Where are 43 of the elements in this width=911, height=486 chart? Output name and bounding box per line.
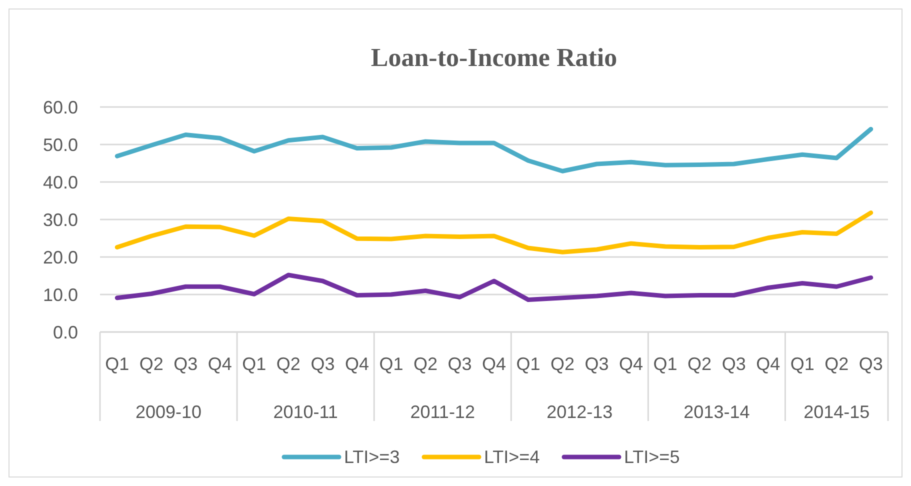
x-tick-label: Q1 [653,354,678,374]
y-tick-label: 40.0 [42,172,78,192]
x-tick-label: Q2 [413,354,438,374]
line-series [114,210,874,254]
x-tick-label: Q3 [722,354,746,374]
x-tick-label: Q3 [174,354,198,374]
x-tick-label: Q1 [379,354,404,374]
x-tick-label: Q3 [584,354,609,374]
y-tick-label: 30.0 [42,210,78,230]
x-tick-label: Q1 [105,354,130,374]
x-tick-label: Q2 [688,354,712,374]
text: 2009-10 [135,402,202,422]
y-tick-label: 50.0 [42,134,78,155]
x-tick-label: Q3 [858,354,883,374]
line-series [114,126,874,174]
x-tick-label: Q2 [139,354,164,374]
x-tick-label: Q1 [242,354,266,374]
x-tick-label: Q2 [824,354,849,374]
x-tick-label: Q4 [619,354,644,374]
y-tick-label: 20.0 [42,247,78,268]
legend-label: LTI>=4 [484,447,540,467]
x-tick-label: Q4 [756,354,780,374]
x-tick-label: Q1 [790,354,814,374]
x-tick-label: Q2 [276,354,300,374]
x-tick-label: Q4 [482,354,506,374]
text: 2011-12 [410,402,475,422]
x-tick-label: Q3 [448,354,472,374]
chart-title: Loan-to-Income Ratio [370,43,618,72]
y-tick-label: 0.0 [52,322,78,342]
text: 2014-15 [804,402,870,422]
x-tick-label: Q3 [310,354,335,374]
x-tick-label: Q4 [208,354,232,374]
text: 2013-14 [684,402,750,422]
legend-label: LTI>=3 [344,447,400,467]
y-tick-label: 10.0 [42,284,78,305]
text: 2010-11 [273,402,338,422]
text: 2012-13 [546,402,613,422]
x-tick-label: Q1 [516,354,540,374]
line-series [114,272,874,302]
legend-label: LTI>=5 [624,447,680,467]
x-tick-label: Q2 [550,354,575,374]
y-tick-label: 60.0 [42,97,78,118]
x-tick-label: Q4 [344,354,369,374]
